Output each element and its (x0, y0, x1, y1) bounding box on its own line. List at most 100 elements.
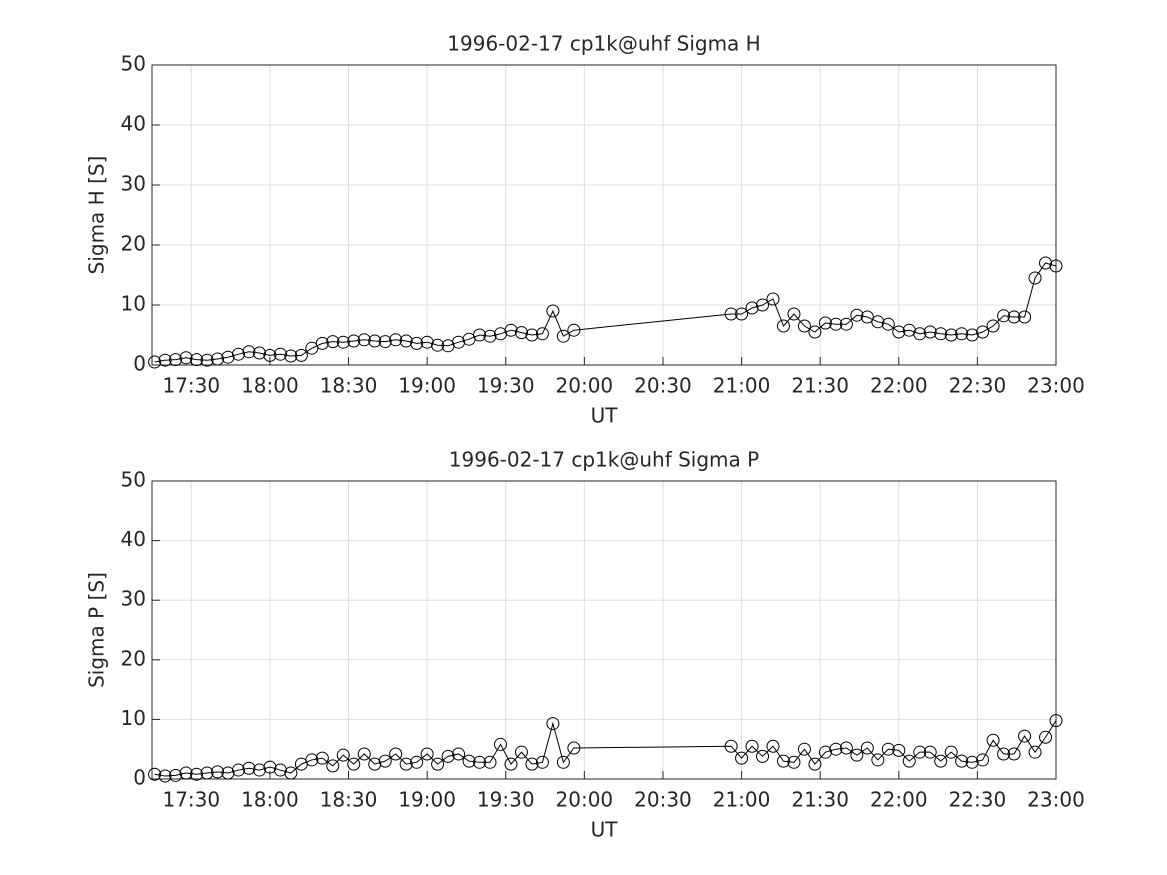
data-point (242, 761, 256, 775)
series-line (154, 262, 1057, 363)
data-point (263, 760, 277, 774)
x-tick-label: 18:00 (241, 374, 299, 398)
data-point (1018, 729, 1032, 743)
plot-frame (151, 480, 1057, 780)
data-point (1028, 271, 1042, 285)
data-point (724, 307, 738, 321)
data-point (504, 757, 518, 771)
data-point (473, 328, 487, 342)
data-point (850, 308, 864, 322)
data-point (410, 755, 424, 769)
data-point (525, 328, 539, 342)
data-point (881, 317, 895, 331)
data-point (567, 323, 581, 337)
data-point (1049, 714, 1063, 728)
data-point (305, 341, 319, 355)
data-point (169, 768, 183, 782)
data-point (399, 757, 413, 771)
data-point (944, 745, 958, 759)
data-point (556, 329, 570, 343)
x-tick-label: 23:00 (1027, 788, 1085, 812)
data-point (986, 733, 1000, 747)
x-tick-label: 17:30 (162, 788, 220, 812)
data-point (829, 742, 843, 756)
x-tick-label: 23:00 (1027, 374, 1085, 398)
data-point (231, 347, 245, 361)
x-tick-label: 19:30 (477, 374, 535, 398)
data-point (514, 326, 528, 340)
data-point (724, 739, 738, 753)
data-point (735, 751, 749, 765)
data-point (1039, 256, 1053, 270)
data-point (745, 739, 759, 753)
x-tick-label: 17:30 (162, 374, 220, 398)
y-tick-label: 50 (121, 52, 146, 76)
data-point (735, 307, 749, 321)
data-point (420, 335, 434, 349)
data-point (378, 335, 392, 349)
data-point (871, 315, 885, 329)
data-point (546, 304, 560, 318)
data-point (818, 745, 832, 759)
data-point (955, 754, 969, 768)
data-point (399, 334, 413, 348)
data-point (231, 763, 245, 777)
data-point (860, 741, 874, 755)
data-point (976, 753, 990, 767)
data-point (462, 754, 476, 768)
y-tick-label: 10 (121, 706, 146, 730)
data-point (294, 348, 308, 362)
data-point (158, 353, 172, 367)
data-point (452, 335, 466, 349)
data-point (756, 298, 770, 312)
y-axis-label: Sigma H [S] (85, 156, 109, 275)
data-point (766, 739, 780, 753)
data-point (347, 334, 361, 348)
data-point (357, 333, 371, 347)
data-point (997, 309, 1011, 323)
plot: 0 10 20 30 40 50 17:30 18:00 18:30 19:00 19:30 20:0… (85, 32, 1085, 428)
data-point (535, 327, 549, 341)
data-point (273, 763, 287, 777)
data-point (860, 310, 874, 324)
x-tick-label: 18:00 (241, 788, 299, 812)
data-point (923, 745, 937, 759)
plot-frame (151, 64, 1057, 366)
data-point (1049, 259, 1063, 273)
y-tick-label: 10 (121, 292, 146, 316)
x-tick-label: 21:30 (791, 788, 849, 812)
data-point (986, 319, 1000, 333)
data-point (336, 748, 350, 762)
x-axis-label: UT (591, 818, 619, 842)
data-point (326, 335, 340, 349)
x-tick-label: 21:00 (713, 374, 771, 398)
data-point (158, 769, 172, 783)
x-tick-label: 20:30 (634, 788, 692, 812)
data-point (1039, 730, 1053, 744)
data-point (148, 767, 162, 781)
x-tick-label: 22:30 (949, 788, 1007, 812)
data-point (190, 767, 204, 781)
data-point (787, 755, 801, 769)
data-point (514, 745, 528, 759)
data-point (892, 325, 906, 339)
data-point (797, 742, 811, 756)
data-point (829, 317, 843, 331)
x-tick-label: 22:00 (870, 374, 928, 398)
data-point (221, 350, 235, 364)
data-point (378, 754, 392, 768)
data-point (483, 755, 497, 769)
data-point (284, 766, 298, 780)
data-point (431, 338, 445, 352)
data-point (944, 328, 958, 342)
data-point (567, 741, 581, 755)
data-point (546, 717, 560, 731)
data-point (1018, 310, 1032, 324)
y-tick-label: 20 (121, 646, 146, 670)
y-tick-label: 0 (133, 766, 146, 790)
data-point (923, 325, 937, 339)
data-point (190, 353, 204, 367)
data-point (776, 754, 790, 768)
y-tick-label: 40 (121, 112, 146, 136)
data-point (965, 755, 979, 769)
